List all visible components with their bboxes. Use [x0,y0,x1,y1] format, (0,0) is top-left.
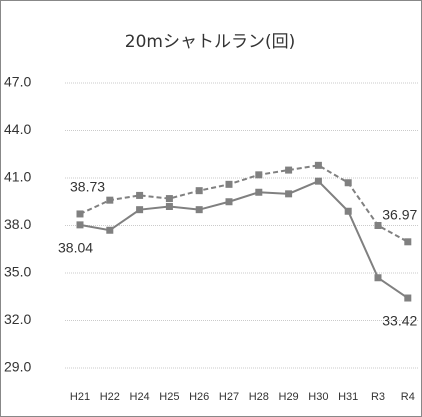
point-marker [76,210,84,218]
y-tick-label: 44.0 [4,121,31,137]
data-label: 38.04 [58,240,93,256]
point-marker [195,206,203,214]
point-marker [404,238,412,246]
data-label: 33.42 [382,313,417,329]
point-marker [344,207,352,215]
x-tick-label: H25 [159,391,179,403]
x-tick-label: H31 [338,391,358,403]
point-marker [344,179,352,187]
point-marker [404,294,412,302]
point-marker [374,222,382,229]
data-label: 36.97 [382,207,417,223]
x-tick-label: R4 [401,391,415,403]
x-tick-label: H30 [308,391,328,403]
point-marker [106,226,114,234]
point-marker [285,190,293,198]
point-marker [136,206,144,214]
x-tick-label: H24 [130,391,150,403]
point-marker [106,196,114,204]
point-marker [195,187,203,195]
point-marker [285,166,293,174]
data-label: 38.73 [70,179,105,195]
point-marker [225,180,233,188]
y-tick-label: 29.0 [4,359,31,375]
x-tick-label: H26 [189,391,209,403]
point-marker [76,221,84,229]
point-marker [255,171,263,179]
y-tick-label: 35.0 [4,264,31,280]
point-marker [165,195,173,203]
x-tick-label: H22 [100,391,120,403]
x-tick-label: H21 [70,391,90,403]
point-marker [314,177,322,185]
x-tick-label: R3 [371,391,385,403]
point-marker [255,188,263,196]
y-tick-label: 41.0 [4,169,31,185]
point-marker [165,203,173,210]
chart-title: 20mシャトルラン(回) [125,32,295,52]
y-tick-label: 47.0 [4,74,31,90]
y-tick-label: 32.0 [4,311,31,327]
line-series [79,179,409,299]
line-series [79,164,409,243]
y-tick-label: 38.0 [4,216,31,232]
x-tick-label: H28 [249,391,269,403]
point-marker [374,274,382,282]
x-tick-label: H29 [279,391,299,403]
point-marker [314,161,322,169]
point-marker [225,198,233,206]
x-tick-label: H27 [219,391,239,403]
point-marker [136,191,144,199]
